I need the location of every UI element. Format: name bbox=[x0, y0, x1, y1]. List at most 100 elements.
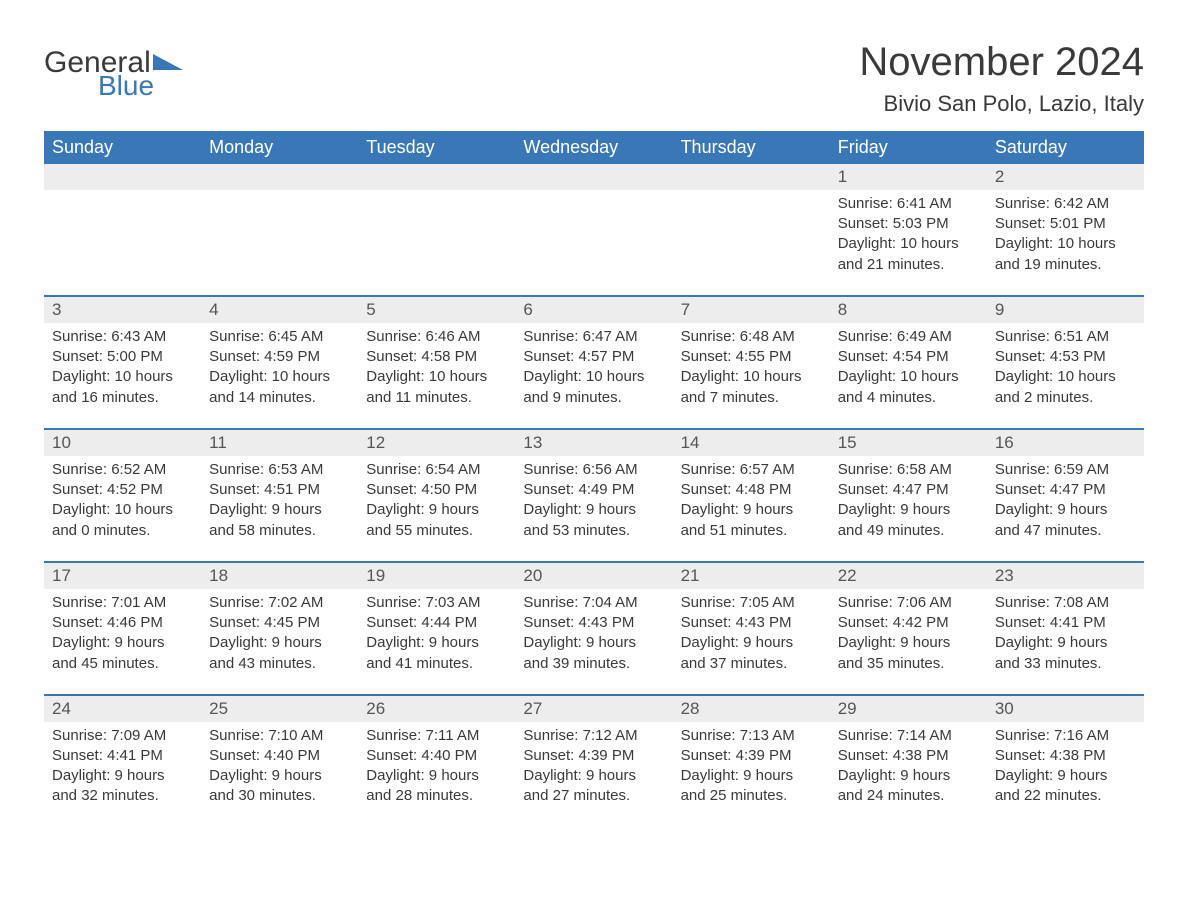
day-d2: and 19 minutes. bbox=[995, 255, 1136, 275]
day-sunset: Sunset: 4:38 PM bbox=[995, 746, 1136, 766]
day-number-bar bbox=[515, 164, 672, 190]
day-sunrise: Sunrise: 6:52 AM bbox=[52, 460, 193, 480]
day-number-bar: 3 bbox=[44, 295, 201, 323]
day-d2: and 28 minutes. bbox=[366, 786, 507, 806]
day-sunrise: Sunrise: 7:09 AM bbox=[52, 726, 193, 746]
day-details: Sunrise: 6:51 AMSunset: 4:53 PMDaylight:… bbox=[995, 327, 1136, 408]
day-d1: Daylight: 10 hours bbox=[681, 367, 822, 387]
day-sunset: Sunset: 4:38 PM bbox=[838, 746, 979, 766]
calendar-day-cell: 15Sunrise: 6:58 AMSunset: 4:47 PMDayligh… bbox=[830, 428, 987, 561]
calendar-day-cell: 14 Sunrise: 6:57 AMSunset: 4:48 PMDayligh… bbox=[673, 428, 830, 561]
day-sunrise: Sunrise: 7:01 AM bbox=[52, 593, 193, 613]
day-details: Sunrise: 6:57 AMSunset: 4:48 PMDaylight:… bbox=[681, 460, 822, 541]
day-number-bar: 30 bbox=[987, 694, 1144, 722]
weekday-header: Thursday bbox=[673, 131, 830, 164]
calendar-day-cell: 24Sunrise: 7:09 AMSunset: 4:41 PMDayligh… bbox=[44, 694, 201, 827]
day-d1: Daylight: 9 hours bbox=[838, 500, 979, 520]
day-number-bar bbox=[358, 164, 515, 190]
day-details: Sunrise: 7:08 AMSunset: 4:41 PMDaylight:… bbox=[995, 593, 1136, 674]
day-sunrise: Sunrise: 7:02 AM bbox=[209, 593, 350, 613]
day-details: Sunrise: 6:42 AMSunset: 5:01 PMDaylight:… bbox=[995, 194, 1136, 275]
day-sunset: Sunset: 4:54 PM bbox=[838, 347, 979, 367]
calendar-table: Sunday Monday Tuesday Wednesday Thursday… bbox=[44, 131, 1144, 827]
calendar-day-cell: 26Sunrise: 7:11 AMSunset: 4:40 PMDayligh… bbox=[358, 694, 515, 827]
day-d2: and 7 minutes. bbox=[681, 388, 822, 408]
day-sunset: Sunset: 4:45 PM bbox=[209, 613, 350, 633]
calendar-week-row: 10Sunrise: 6:52 AMSunset: 4:52 PMDayligh… bbox=[44, 428, 1144, 561]
day-number-bar: 18 bbox=[201, 561, 358, 589]
calendar-day-cell: 20Sunrise: 7:04 AMSunset: 4:43 PMDayligh… bbox=[515, 561, 672, 694]
day-d2: and 24 minutes. bbox=[838, 786, 979, 806]
day-d1: Daylight: 9 hours bbox=[681, 500, 822, 520]
day-number-bar: 14 bbox=[673, 428, 830, 456]
calendar-week-row: 1Sunrise: 6:41 AMSunset: 5:03 PMDaylight… bbox=[44, 164, 1144, 295]
calendar-day-cell: 30Sunrise: 7:16 AMSunset: 4:38 PMDayligh… bbox=[987, 694, 1144, 827]
day-sunrise: Sunrise: 7:03 AM bbox=[366, 593, 507, 613]
calendar-day-cell: 3 Sunrise: 6:43 AMSunset: 5:00 PMDaylight… bbox=[44, 295, 201, 428]
day-sunrise: Sunrise: 7:10 AM bbox=[209, 726, 350, 746]
day-d1: Daylight: 9 hours bbox=[838, 633, 979, 653]
day-details: Sunrise: 6:48 AMSunset: 4:55 PMDaylight:… bbox=[681, 327, 822, 408]
day-number-bar: 6 bbox=[515, 295, 672, 323]
calendar-day-cell: 28Sunrise: 7:13 AMSunset: 4:39 PMDayligh… bbox=[673, 694, 830, 827]
day-number-bar bbox=[673, 164, 830, 190]
calendar-day-cell: 27 Sunrise: 7:12 AMSunset: 4:39 PMDayligh… bbox=[515, 694, 672, 827]
day-sunset: Sunset: 4:39 PM bbox=[523, 746, 664, 766]
day-sunset: Sunset: 4:41 PM bbox=[52, 746, 193, 766]
day-d2: and 25 minutes. bbox=[681, 786, 822, 806]
calendar-day-cell: 23Sunrise: 7:08 AMSunset: 4:41 PMDayligh… bbox=[987, 561, 1144, 694]
calendar-day-cell bbox=[673, 164, 830, 295]
day-sunrise: Sunrise: 7:06 AM bbox=[838, 593, 979, 613]
day-number-bar: 10 bbox=[44, 428, 201, 456]
calendar-day-cell: 12Sunrise: 6:54 AMSunset: 4:50 PMDayligh… bbox=[358, 428, 515, 561]
day-sunrise: Sunrise: 7:14 AM bbox=[838, 726, 979, 746]
day-d1: Daylight: 9 hours bbox=[209, 766, 350, 786]
day-d2: and 49 minutes. bbox=[838, 521, 979, 541]
day-sunrise: Sunrise: 6:46 AM bbox=[366, 327, 507, 347]
day-number-bar: 13 bbox=[515, 428, 672, 456]
day-d2: and 27 minutes. bbox=[523, 786, 664, 806]
day-sunrise: Sunrise: 7:13 AM bbox=[681, 726, 822, 746]
location: Bivio San Polo, Lazio, Italy bbox=[859, 91, 1144, 117]
day-d2: and 33 minutes. bbox=[995, 654, 1136, 674]
day-d2: and 51 minutes. bbox=[681, 521, 822, 541]
day-details: Sunrise: 6:56 AMSunset: 4:49 PMDaylight:… bbox=[523, 460, 664, 541]
calendar-day-cell: 8Sunrise: 6:49 AMSunset: 4:54 PMDaylight… bbox=[830, 295, 987, 428]
day-number-bar: 17 bbox=[44, 561, 201, 589]
day-details: Sunrise: 6:49 AMSunset: 4:54 PMDaylight:… bbox=[838, 327, 979, 408]
day-d1: Daylight: 9 hours bbox=[995, 766, 1136, 786]
day-d2: and 35 minutes. bbox=[838, 654, 979, 674]
day-details: Sunrise: 7:02 AMSunset: 4:45 PMDaylight:… bbox=[209, 593, 350, 674]
day-sunrise: Sunrise: 6:42 AM bbox=[995, 194, 1136, 214]
weekday-header: Sunday bbox=[44, 131, 201, 164]
day-sunrise: Sunrise: 7:08 AM bbox=[995, 593, 1136, 613]
header: General Blue November 2024 Bivio San Pol… bbox=[44, 40, 1144, 117]
day-d1: Daylight: 10 hours bbox=[209, 367, 350, 387]
day-sunset: Sunset: 4:57 PM bbox=[523, 347, 664, 367]
day-sunrise: Sunrise: 6:53 AM bbox=[209, 460, 350, 480]
day-details: Sunrise: 6:43 AMSunset: 5:00 PMDaylight:… bbox=[52, 327, 193, 408]
day-sunset: Sunset: 4:43 PM bbox=[681, 613, 822, 633]
day-sunset: Sunset: 4:53 PM bbox=[995, 347, 1136, 367]
day-d1: Daylight: 10 hours bbox=[52, 500, 193, 520]
calendar-day-cell: 5Sunrise: 6:46 AMSunset: 4:58 PMDaylight… bbox=[358, 295, 515, 428]
day-d1: Daylight: 9 hours bbox=[838, 766, 979, 786]
day-d2: and 43 minutes. bbox=[209, 654, 350, 674]
day-d1: Daylight: 9 hours bbox=[366, 766, 507, 786]
calendar-day-cell: 9Sunrise: 6:51 AMSunset: 4:53 PMDaylight… bbox=[987, 295, 1144, 428]
calendar-day-cell: 2Sunrise: 6:42 AMSunset: 5:01 PMDaylight… bbox=[987, 164, 1144, 295]
day-number-bar: 27 bbox=[515, 694, 672, 722]
day-number-bar: 19 bbox=[358, 561, 515, 589]
day-number-bar: 1 bbox=[830, 164, 987, 190]
weekday-header: Tuesday bbox=[358, 131, 515, 164]
calendar-day-cell: 11Sunrise: 6:53 AMSunset: 4:51 PMDayligh… bbox=[201, 428, 358, 561]
day-sunset: Sunset: 4:46 PM bbox=[52, 613, 193, 633]
calendar-day-cell: 7Sunrise: 6:48 AMSunset: 4:55 PMDaylight… bbox=[673, 295, 830, 428]
day-details: Sunrise: 7:12 AMSunset: 4:39 PMDaylight:… bbox=[523, 726, 664, 807]
day-number-bar: 16 bbox=[987, 428, 1144, 456]
day-details: Sunrise: 7:09 AMSunset: 4:41 PMDaylight:… bbox=[52, 726, 193, 807]
day-details: Sunrise: 6:54 AMSunset: 4:50 PMDaylight:… bbox=[366, 460, 507, 541]
calendar-day-cell bbox=[44, 164, 201, 295]
logo-flag-icon bbox=[153, 52, 183, 72]
calendar-day-cell: 16Sunrise: 6:59 AMSunset: 4:47 PMDayligh… bbox=[987, 428, 1144, 561]
